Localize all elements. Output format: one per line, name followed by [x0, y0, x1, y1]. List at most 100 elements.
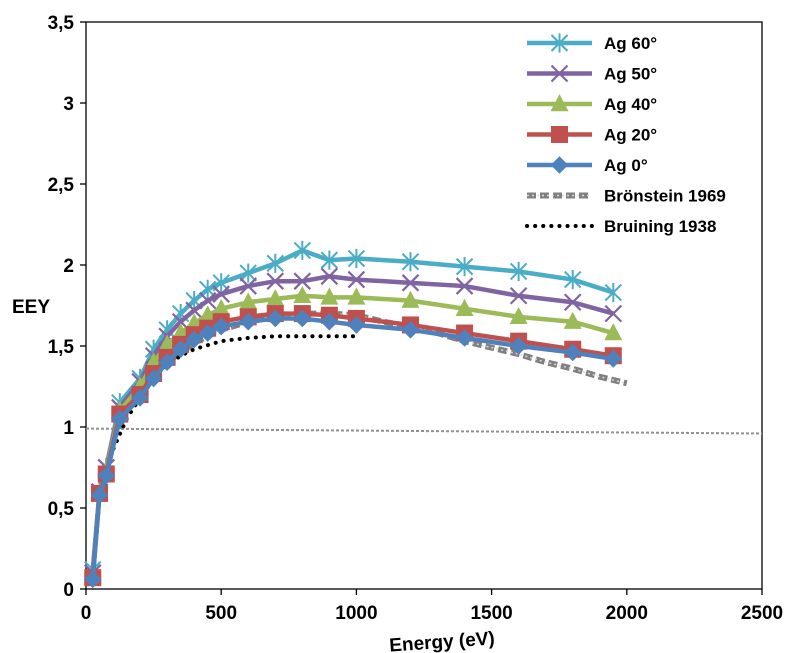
data-point-diamond	[320, 312, 339, 331]
data-point-diamond	[158, 353, 176, 371]
y-tick-label: 2,5	[48, 175, 75, 196]
series-bruining-1938	[97, 334, 359, 498]
x-axis-label: Energy (eV)	[389, 628, 496, 653]
data-point-x	[401, 274, 420, 292]
data-point-star	[320, 250, 339, 270]
x-tick-label: 0	[81, 603, 92, 624]
data-point-x	[604, 304, 623, 323]
y-tick-label: 3,5	[48, 13, 75, 34]
series-ag-0	[83, 309, 623, 589]
data-point-star	[293, 240, 312, 261]
data-point-triangle	[158, 334, 177, 352]
data-point-x	[563, 293, 582, 312]
legend: Ag 60° Ag 50° Ag 40° Ag 20° Ag 0° Brönstein 1…	[525, 33, 726, 236]
y-tick-label: 3	[63, 94, 74, 115]
data-point-x	[455, 277, 474, 295]
data-point-star	[550, 33, 569, 53]
data-point-triangle	[401, 290, 420, 308]
series-line	[97, 334, 359, 498]
legend-item: Bruining 1938	[525, 217, 716, 236]
x-tick-label: 1000	[335, 603, 377, 624]
data-point-x	[198, 291, 217, 310]
data-point-triangle	[455, 298, 474, 316]
data-point-x	[550, 64, 569, 83]
data-point-x	[185, 301, 203, 320]
data-point-triangle	[239, 292, 258, 310]
data-point-diamond	[455, 329, 474, 347]
data-point-x	[293, 272, 312, 290]
y-axis-label: EEY	[12, 297, 50, 318]
legend-label: Ag 40°	[604, 95, 657, 114]
data-point-diamond	[266, 309, 285, 328]
data-point-square	[551, 126, 568, 143]
data-point-diamond	[550, 156, 569, 174]
data-point-triangle	[266, 289, 285, 307]
legend-item: Ag 60°	[527, 33, 657, 53]
legend-label: Bruining 1938	[604, 217, 716, 236]
data-point-star	[347, 248, 366, 269]
legend-item: Ag 40°	[527, 94, 657, 114]
data-point-diamond	[131, 389, 149, 407]
data-point-star	[564, 269, 582, 290]
x-tick-label: 2500	[741, 603, 783, 624]
legend-item: Ag 20°	[527, 126, 657, 145]
data-point-triangle	[212, 298, 231, 316]
data-point-x	[239, 277, 258, 295]
data-point-star	[266, 253, 284, 273]
data-point-triangle	[320, 287, 339, 305]
data-point-triangle	[293, 285, 312, 303]
data-point-x	[320, 267, 339, 286]
y-tick-label: 2	[63, 256, 74, 277]
data-point-diamond	[144, 369, 163, 388]
data-point-diamond	[111, 410, 129, 428]
data-point-triangle	[563, 311, 582, 329]
legend-item: Ag 50°	[527, 65, 657, 84]
data-point-diamond	[563, 343, 582, 362]
data-point-diamond	[604, 350, 623, 368]
legend-item: Ag 0°	[527, 156, 648, 175]
plot-frame	[85, 21, 763, 590]
data-point-x	[347, 270, 366, 289]
series-ag-60	[84, 240, 622, 580]
data-point-diamond	[401, 321, 420, 339]
data-point-diamond	[212, 317, 230, 336]
x-tick-label: 2000	[606, 603, 648, 624]
x-tick-label: 1500	[470, 603, 512, 624]
data-point-diamond	[293, 309, 312, 328]
x-tick-label: 500	[205, 603, 237, 624]
data-point-diamond	[83, 570, 102, 589]
data-point-triangle	[347, 287, 366, 305]
data-point-star	[455, 257, 474, 277]
data-point-diamond	[198, 324, 217, 342]
data-point-star	[239, 263, 257, 283]
legend-label: Brönstein 1969	[604, 187, 726, 206]
data-point-triangle	[604, 323, 623, 341]
data-point-star	[401, 252, 420, 272]
y-tick-label: 1,5	[48, 337, 75, 358]
data-point-diamond	[97, 466, 116, 485]
legend-item: Brönstein 1969	[527, 187, 726, 206]
y-tick-label: 1	[63, 418, 74, 439]
y-tick-label: 0,5	[48, 499, 75, 520]
data-point-x	[509, 287, 528, 305]
legend-label: Ag 0°	[604, 156, 648, 175]
axes: 0 0,5 1 1,5 2 2,5 3 3,5 0 500 1000 1500 2000 2500	[48, 13, 784, 624]
data-point-star	[604, 282, 622, 303]
data-point-diamond	[171, 340, 190, 359]
data-point-diamond	[90, 486, 109, 504]
data-point-diamond	[509, 337, 528, 355]
data-point-diamond	[239, 312, 258, 331]
legend-label: Ag 50°	[604, 65, 657, 84]
data-point-triangle	[509, 306, 528, 325]
data-point-x	[266, 272, 285, 290]
data-point-diamond	[347, 316, 366, 334]
data-point-triangle	[198, 305, 217, 323]
legend-label: Ag 60°	[604, 34, 657, 53]
data-point-diamond	[185, 330, 203, 349]
plot-series	[83, 240, 763, 589]
reference-line	[85, 427, 763, 435]
y-tick-label: 0	[63, 580, 74, 601]
legend-label: Ag 20°	[604, 126, 657, 145]
data-point-star	[509, 261, 528, 282]
